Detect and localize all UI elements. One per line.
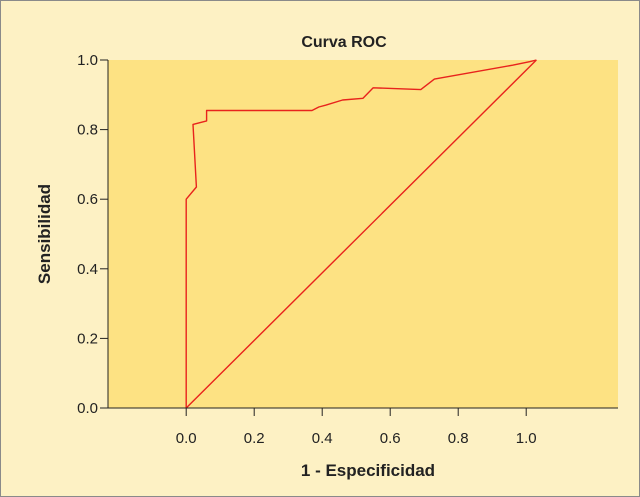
y-tick-label: 0.4: [77, 261, 98, 278]
y-tick-label: 0.8: [77, 122, 98, 139]
x-tick-label: 0.4: [312, 430, 333, 447]
x-tick-label: 1.0: [516, 430, 537, 447]
x-tick-label: 0.2: [244, 430, 265, 447]
y-tick-label: 0.6: [77, 191, 98, 208]
y-tick-label: 0.2: [77, 330, 98, 347]
y-axis-label: Sensibilidad: [35, 184, 54, 284]
roc-curve-line: [185, 59, 537, 408]
x-tick-label: 0.6: [380, 430, 401, 447]
chart-title: Curva ROC: [301, 34, 387, 51]
reference-diagonal-line: [185, 59, 537, 409]
y-tick-label: 0.0: [77, 400, 98, 417]
x-axis-label: 1 - Especificidad: [301, 461, 435, 480]
x-tick-label: 0.0: [176, 430, 197, 447]
plot-area: [108, 60, 618, 408]
x-tick-label: 0.8: [448, 430, 469, 447]
y-tick-label: 1.0: [77, 52, 98, 69]
